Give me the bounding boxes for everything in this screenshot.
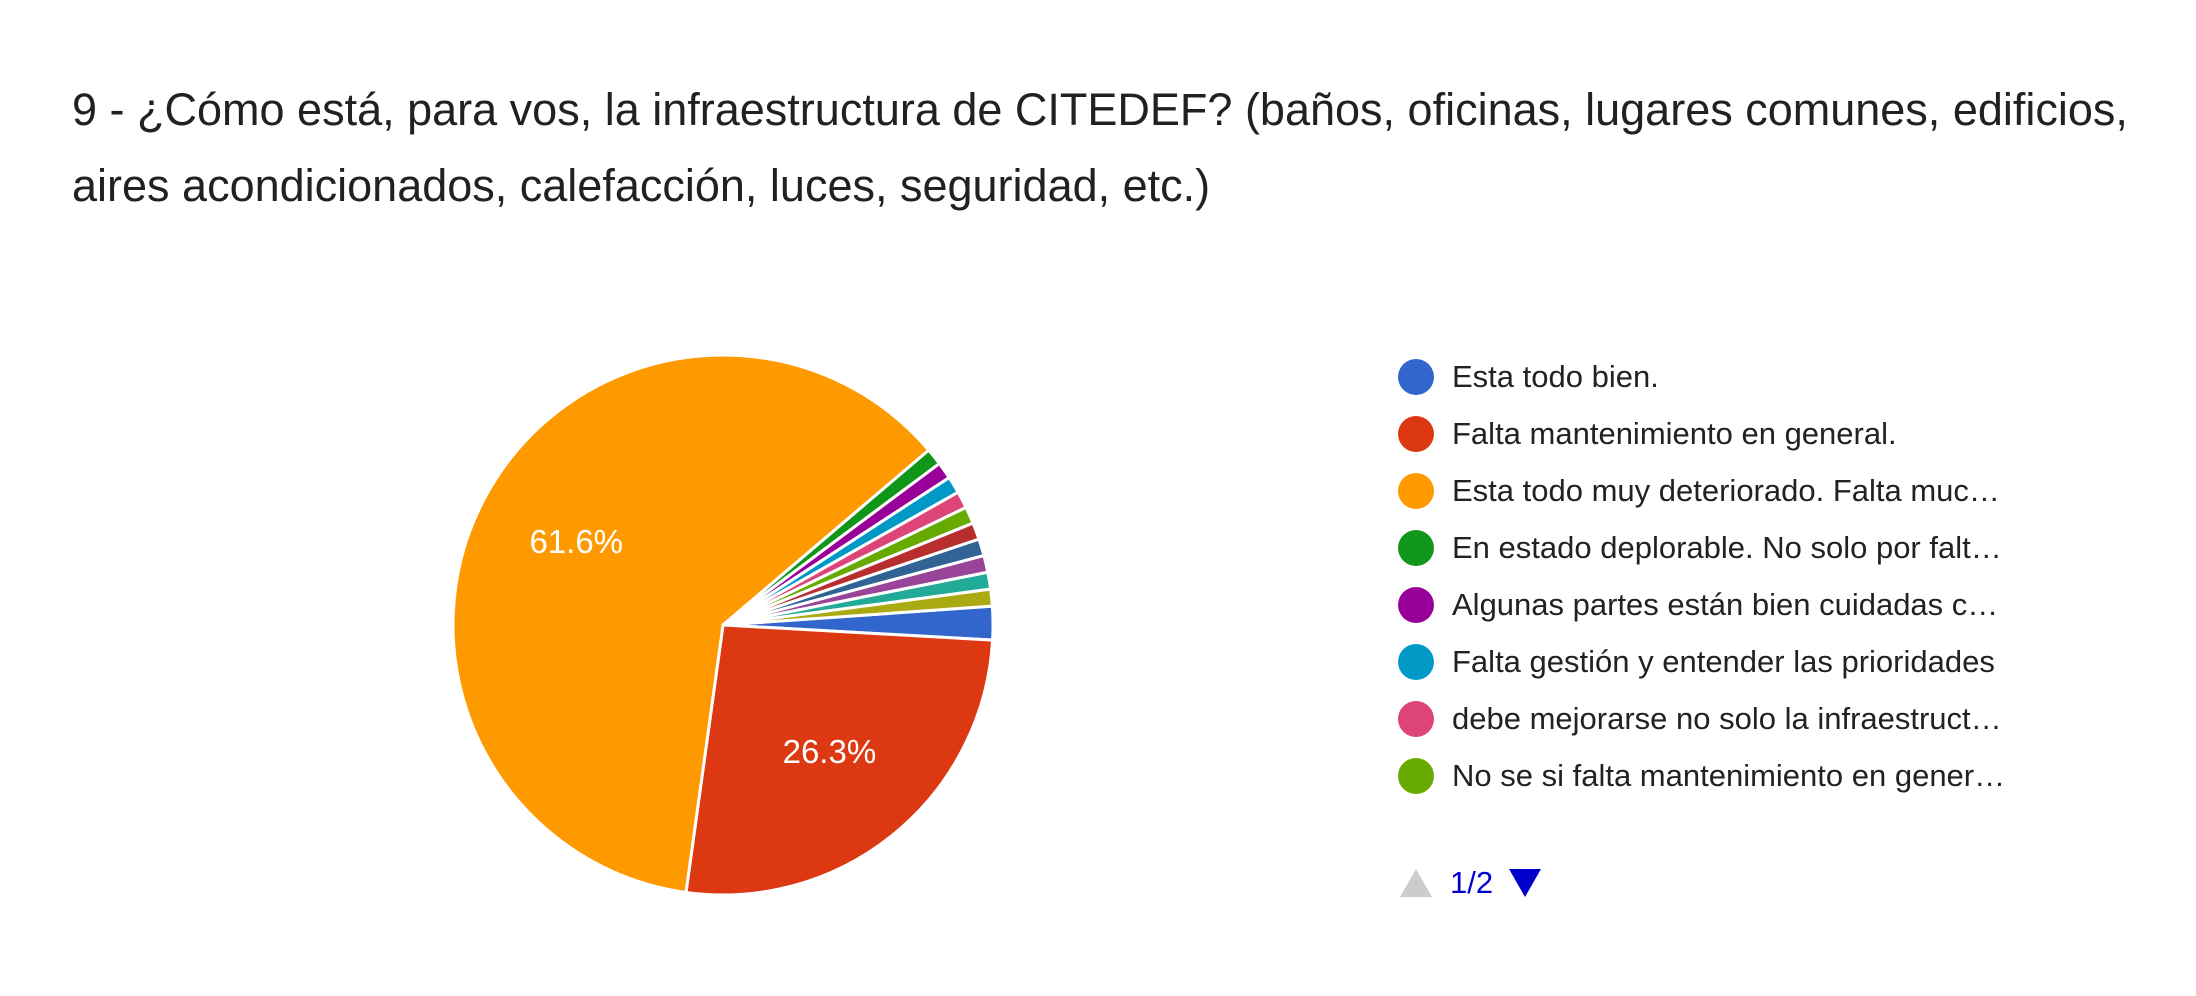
legend-label: Esta todo muy deteriorado. Falta muc… (1452, 472, 2000, 508)
legend-label: debe mejorarse no solo la infraestruct… (1452, 700, 2002, 736)
legend-label: Falta mantenimiento en general. (1452, 415, 1897, 451)
legend-item[interactable]: Falta mantenimiento en general. (1398, 405, 2118, 462)
legend-color-swatch (1398, 757, 1434, 794)
slice-data-label: 26.3% (783, 733, 877, 770)
legend-label: Falta gestión y entender las prioridades (1452, 643, 1995, 679)
triangle-down-icon[interactable] (1505, 863, 1545, 903)
legend-color-swatch (1398, 358, 1434, 395)
triangle-up-icon[interactable] (1396, 863, 1436, 903)
legend-color-swatch (1398, 529, 1434, 566)
legend-item[interactable]: No se si falta mantenimiento en gener… (1398, 747, 2118, 804)
legend-color-swatch (1398, 472, 1434, 509)
legend-item[interactable]: Esta todo bien. (1398, 348, 2118, 405)
legend-item[interactable]: debe mejorarse no solo la infraestruct… (1398, 690, 2118, 747)
legend-item[interactable]: Algunas partes están bien cuidadas c… (1398, 576, 2118, 633)
legend-label: En estado deplorable. No solo por falt… (1452, 529, 2002, 565)
legend-color-swatch (1398, 700, 1434, 737)
legend-color-swatch (1398, 586, 1434, 623)
legend-color-swatch (1398, 415, 1434, 452)
legend-color-swatch (1398, 643, 1434, 680)
legend: Esta todo bien. Falta mantenimiento en ge… (1398, 348, 2118, 804)
question-title: 9 - ¿Cómo está, para vos, la infraestruc… (72, 84, 2128, 211)
legend-item[interactable]: Falta gestión y entender las prioridades (1398, 633, 2118, 690)
pie-slice[interactable] (722, 587, 994, 627)
legend-item[interactable]: En estado deplorable. No solo por falt… (1398, 519, 2118, 576)
pie-slice[interactable] (684, 623, 995, 897)
legend-pagination: 1/2 (1396, 858, 1545, 908)
pie-slice[interactable] (451, 353, 931, 895)
legend-label: No se si falta mantenimiento en gener… (1452, 757, 2006, 793)
legend-label: Esta todo bien. (1452, 358, 1659, 394)
page-indicator: 1/2 (1450, 865, 1494, 900)
legend-label: Algunas partes están bien cuidadas c… (1452, 586, 1999, 622)
legend-item[interactable]: Esta todo muy deteriorado. Falta muc… (1398, 462, 2118, 519)
slice-data-label: 61.6% (529, 523, 623, 560)
